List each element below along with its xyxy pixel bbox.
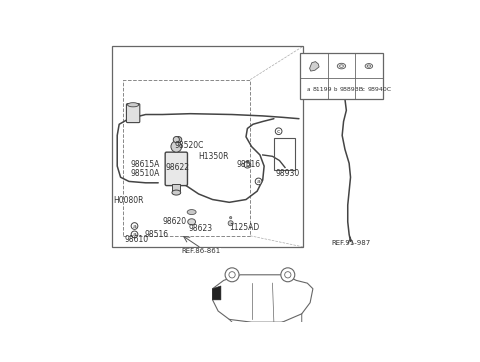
Text: a: a — [306, 87, 310, 92]
Text: 98893B: 98893B — [340, 87, 364, 92]
Ellipse shape — [365, 64, 372, 68]
Circle shape — [255, 178, 262, 185]
Ellipse shape — [171, 141, 182, 152]
Text: 98622: 98622 — [165, 163, 189, 172]
Circle shape — [333, 87, 338, 92]
Text: 98520C: 98520C — [175, 141, 204, 150]
Bar — [123, 80, 250, 236]
Text: 98940C: 98940C — [368, 87, 392, 92]
Text: 98516: 98516 — [144, 230, 168, 239]
Ellipse shape — [367, 65, 371, 67]
Text: 81199: 81199 — [312, 87, 332, 92]
Circle shape — [275, 128, 282, 135]
Text: H0080R: H0080R — [114, 197, 144, 205]
Text: c: c — [361, 87, 364, 92]
Polygon shape — [213, 286, 221, 300]
Circle shape — [244, 161, 251, 168]
Circle shape — [281, 268, 295, 282]
Text: a: a — [132, 223, 136, 228]
Ellipse shape — [187, 210, 196, 215]
Text: 98620: 98620 — [162, 217, 187, 226]
Text: a: a — [132, 232, 136, 237]
Bar — [274, 138, 295, 170]
Ellipse shape — [173, 136, 180, 143]
Text: REF.91-987: REF.91-987 — [331, 240, 370, 246]
Circle shape — [131, 223, 138, 230]
Text: 98930: 98930 — [275, 169, 300, 177]
Text: 1125AD: 1125AD — [229, 223, 260, 232]
Text: 98510A: 98510A — [131, 169, 160, 177]
Ellipse shape — [229, 216, 232, 219]
Circle shape — [229, 272, 235, 278]
Text: c: c — [277, 129, 280, 134]
Ellipse shape — [175, 136, 182, 143]
Ellipse shape — [339, 65, 343, 67]
FancyBboxPatch shape — [165, 152, 188, 186]
Text: REF.86-861: REF.86-861 — [182, 248, 221, 254]
Ellipse shape — [172, 190, 180, 195]
Polygon shape — [310, 62, 319, 71]
Ellipse shape — [128, 103, 139, 107]
Ellipse shape — [228, 221, 233, 226]
Text: b: b — [245, 162, 250, 167]
FancyBboxPatch shape — [126, 104, 140, 123]
Text: a: a — [257, 179, 261, 184]
Bar — [300, 53, 383, 99]
Ellipse shape — [337, 63, 346, 69]
Text: 98615A: 98615A — [131, 160, 160, 169]
Text: H1350R: H1350R — [199, 152, 229, 161]
Circle shape — [225, 268, 239, 282]
Text: b: b — [334, 87, 337, 92]
Bar — [112, 46, 303, 247]
Bar — [172, 184, 180, 193]
Circle shape — [306, 87, 311, 92]
Ellipse shape — [188, 219, 195, 225]
Circle shape — [285, 272, 291, 278]
Text: 98516: 98516 — [236, 160, 260, 169]
Text: 98610: 98610 — [125, 235, 149, 244]
Circle shape — [131, 231, 138, 238]
Circle shape — [360, 87, 365, 92]
Text: 98623: 98623 — [189, 224, 213, 233]
